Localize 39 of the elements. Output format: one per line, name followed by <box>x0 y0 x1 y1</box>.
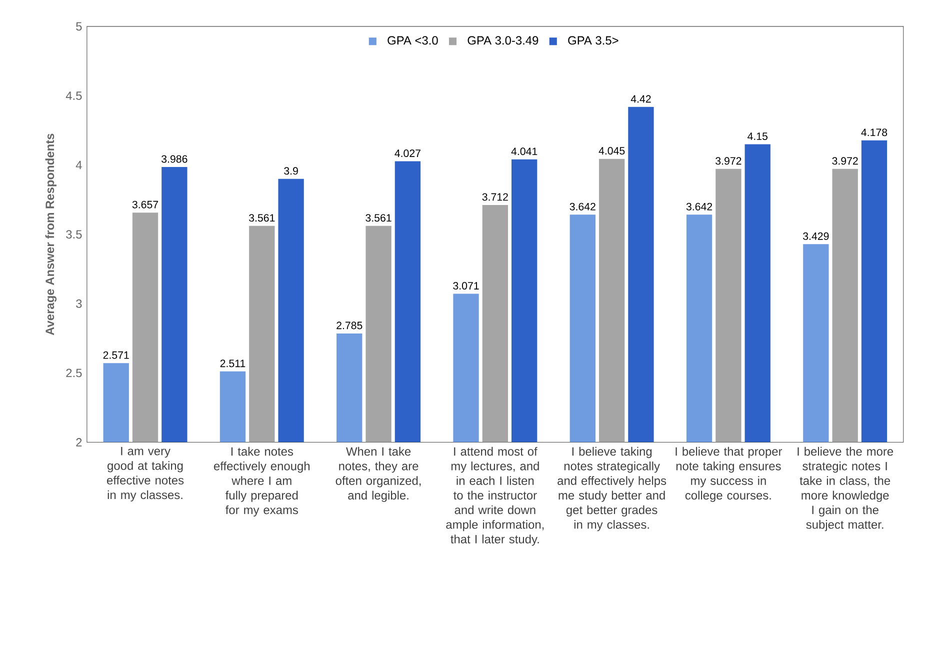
x-tick-label: I take notes effectively enough where I am fully prepared for my exams <box>214 446 310 517</box>
data-label: 3.972 <box>832 157 858 165</box>
legend-label: GPA 3.5> <box>568 36 618 45</box>
data-label: 4.178 <box>861 128 888 136</box>
data-label: 3.9 <box>284 167 298 175</box>
data-label: 3.986 <box>162 155 188 163</box>
y-tick-label: 2.5 <box>66 368 82 378</box>
x-tick-label: When I take notes, they are often organized, and legible. <box>336 446 421 502</box>
y-tick-label: 2 <box>76 438 82 446</box>
data-label: 4.045 <box>598 147 625 155</box>
data-label: 3.429 <box>803 232 829 240</box>
data-label: 3.657 <box>132 200 158 208</box>
y-tick-label: 4.5 <box>66 92 82 100</box>
data-label: 3.071 <box>453 282 479 290</box>
y-tick-label: 4 <box>76 160 82 170</box>
data-label: 3.712 <box>482 193 508 201</box>
legend-label: GPA <3.0 <box>388 36 438 45</box>
data-label: 2.511 <box>220 360 246 368</box>
data-label: 4.027 <box>394 150 420 158</box>
data-label: 3.561 <box>248 214 275 222</box>
x-tick-label: I believe taking notes strategically and effectively helps me study better and get better grades in my classes. <box>558 446 666 532</box>
x-tick-label: I believe that proper note taking ensures my success in college courses. <box>676 446 782 502</box>
data-label: 3.972 <box>716 157 742 165</box>
data-label: 3.642 <box>686 202 712 210</box>
data-label: 3.642 <box>570 202 596 210</box>
data-label: 2.785 <box>336 322 362 330</box>
y-tick-label: 5 <box>76 22 82 31</box>
y-axis-title: Average Answer from Respondents <box>45 134 57 336</box>
x-tick-label: I believe the more strategic notes I take in class, the more knowledge I gain on the subject matter. <box>798 446 894 532</box>
data-label: 4.15 <box>748 132 768 140</box>
data-label: 4.42 <box>630 95 651 103</box>
x-tick-label: I attend most of my lectures, and in each I listen to the instructor and write down ample information, that I later study. <box>446 446 544 546</box>
y-tick-label: 3.5 <box>66 230 82 239</box>
data-label: 2.571 <box>103 351 129 359</box>
data-label: 4.041 <box>511 148 538 156</box>
legend-label: GPA 3.0-3.49 <box>468 36 538 45</box>
data-label: 3.561 <box>366 214 392 222</box>
x-tick-label: I am very good at taking effective notes in my classes. <box>106 446 184 502</box>
y-tick-label: 3 <box>76 299 82 308</box>
